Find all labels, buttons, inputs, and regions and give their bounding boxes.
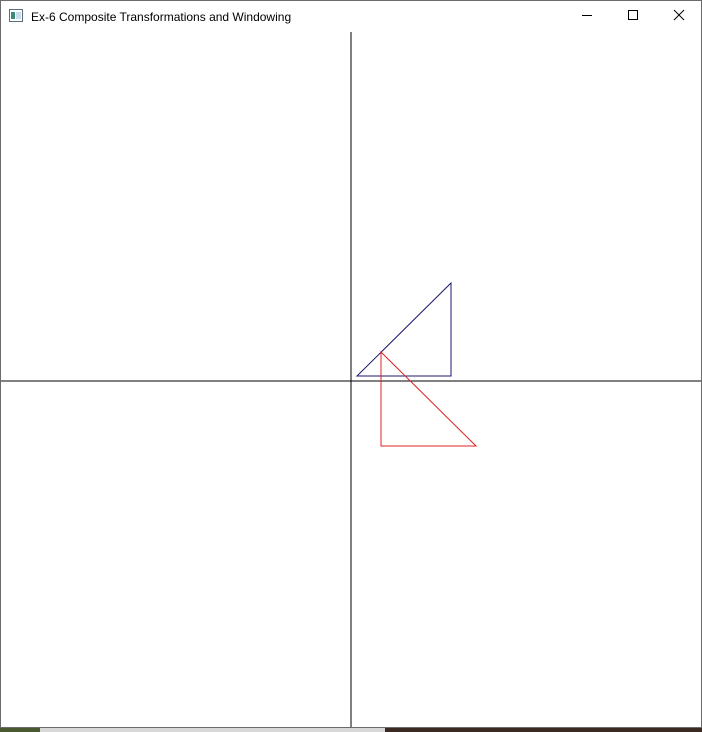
window-title: Ex-6 Composite Transformations and Windo… [31,10,292,24]
minimize-icon [581,8,593,26]
maximize-icon [627,8,639,26]
canvas-drawing [1,32,701,727]
drawing-canvas[interactable] [1,32,701,727]
close-icon [673,8,685,26]
title-bar[interactable]: Ex-6 Composite Transformations and Windo… [1,1,701,32]
taskbar-edge [0,728,702,732]
close-button[interactable] [656,1,702,32]
transformed-triangle [380,350,478,447]
application-window-icon [9,9,23,22]
minimize-button[interactable] [564,1,610,32]
original-triangle [355,281,452,377]
maximize-button[interactable] [610,1,656,32]
